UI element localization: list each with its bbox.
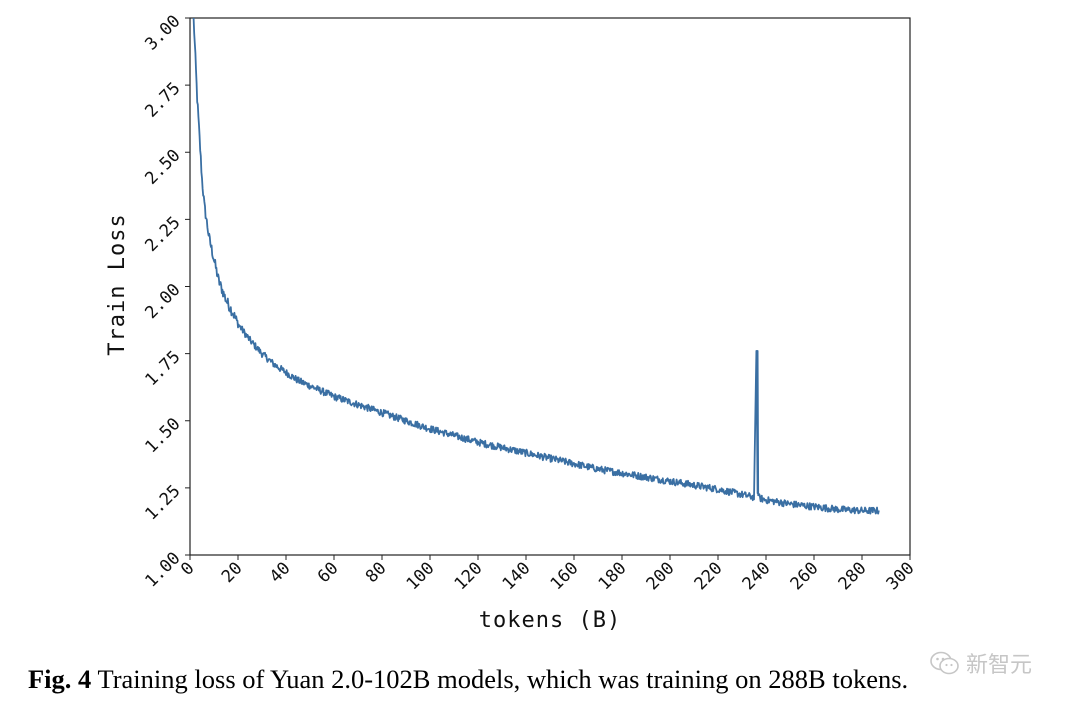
y-axis: 1.00 1.25 1.50 1.75 2.00 2.25 2.50 2.75 3.00 [141,11,190,591]
y-tick-label: 1.00 [141,548,184,591]
x-tick-label: 100 [403,558,439,594]
y-tick-label: 3.00 [141,11,184,54]
x-tick-label: 220 [691,558,727,594]
y-tick-label: 2.75 [141,79,184,122]
x-axis: 0 20 40 60 80 100 120 140 160 180 200 220 240 260 280 3… [177,555,919,594]
y-tick-label: 1.50 [141,414,184,457]
x-tick-label: 160 [547,558,583,594]
figure-caption: Fig. 4 Training loss of Yuan 2.0-102B mo… [28,664,1068,695]
y-tick-label: 1.25 [141,481,184,524]
x-tick-label: 140 [499,558,535,594]
x-axis-title: tokens (B) [479,608,621,633]
x-tick-label: 280 [835,558,871,594]
train-loss-series-line [192,17,880,515]
watermark-text: 新智元 [966,653,1033,678]
x-tick-label: 80 [362,558,391,587]
x-tick-label: 240 [739,558,775,594]
x-tick-label: 60 [314,558,343,587]
figure-label: Fig. 4 [28,664,92,694]
x-tick-label: 120 [451,558,487,594]
y-tick-label: 1.75 [141,347,184,390]
y-tick-label: 2.25 [141,213,184,256]
x-tick-label: 200 [643,558,679,594]
y-axis-title: Train Loss [105,213,130,355]
x-tick-label: 300 [883,558,919,594]
y-tick-label: 2.50 [141,146,184,189]
x-tick-label: 20 [218,558,247,587]
caption-text: Training loss of Yuan 2.0-102B models, w… [97,664,909,694]
y-tick-label: 2.00 [141,280,184,323]
wechat-icon [930,651,959,675]
plot-frame [189,17,911,556]
watermark: 新智元 [930,648,1032,678]
x-tick-label: 40 [266,558,295,587]
x-tick-label: 260 [787,558,823,594]
x-tick-label: 180 [595,558,631,594]
